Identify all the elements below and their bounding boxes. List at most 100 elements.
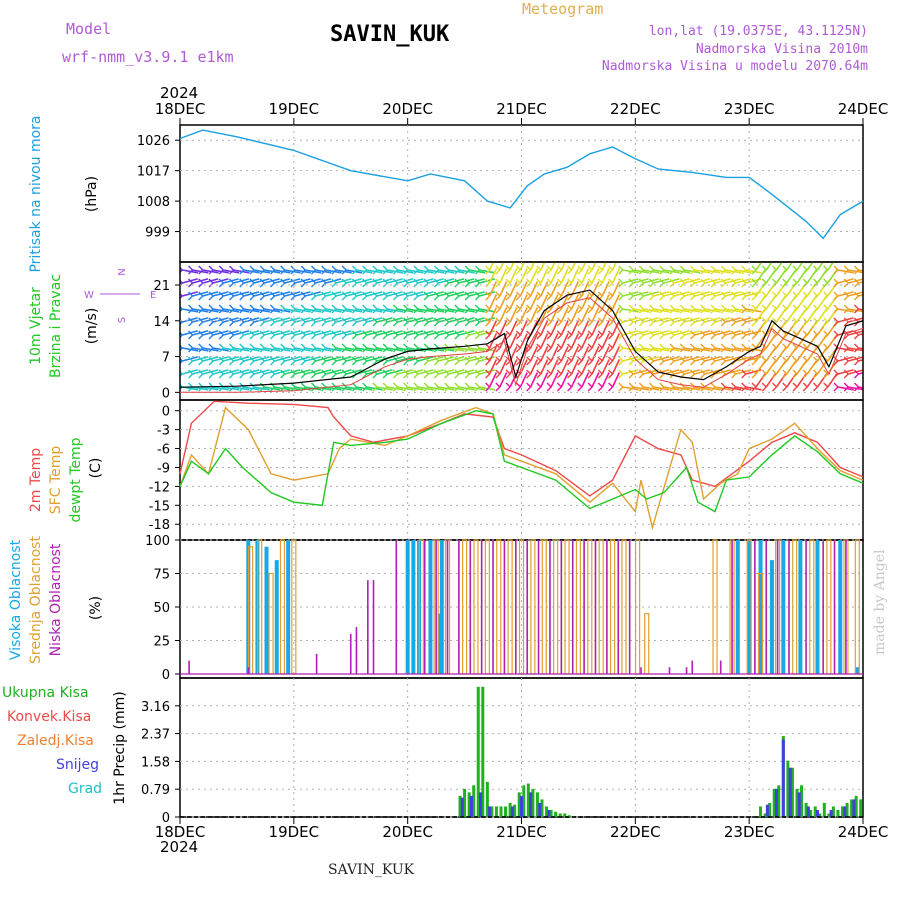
wind-barb <box>529 333 539 349</box>
cloud-bar-low <box>731 540 733 674</box>
wind-barb <box>372 330 378 336</box>
wind-barb <box>659 356 665 362</box>
wind-barb <box>649 321 655 327</box>
wind-barb <box>300 304 306 310</box>
wind-barb <box>638 291 644 297</box>
wind-barb <box>372 373 378 379</box>
wind-barb <box>546 321 552 327</box>
wind-barb <box>351 304 357 310</box>
wind-barb <box>372 334 378 340</box>
wind-barb <box>628 295 634 301</box>
wind-barb <box>741 343 747 349</box>
wind-barb <box>515 269 521 275</box>
wind-barb <box>597 356 603 362</box>
cloud-bar-mid <box>530 539 536 675</box>
wind-barb <box>269 278 275 284</box>
wind-barb <box>700 295 706 301</box>
wind-barb <box>454 330 460 336</box>
wind-barb <box>198 373 204 379</box>
wind-barb <box>577 308 583 314</box>
cloud-bar-low <box>549 540 551 674</box>
wind-barb <box>540 372 549 388</box>
wind-barb <box>570 372 580 388</box>
wind-barb <box>536 356 542 362</box>
wind-barb <box>362 265 368 271</box>
wind-barb <box>761 373 767 379</box>
wind-barb <box>362 282 368 288</box>
wind-barb <box>474 317 480 323</box>
wind-barb <box>802 265 808 271</box>
cloud-bar-mid <box>792 539 798 675</box>
wind-barb <box>720 308 726 314</box>
wind-barb <box>771 334 777 340</box>
cloud-bar-low <box>805 540 807 674</box>
wind-barb <box>229 278 234 284</box>
wind-barb <box>519 372 528 388</box>
wind-barb <box>546 360 552 366</box>
wind-barb <box>382 321 388 327</box>
wind-barb <box>690 265 696 271</box>
wind-barb <box>751 360 757 366</box>
wind-barb <box>720 321 726 327</box>
wind-barb <box>618 382 624 388</box>
wind-barb <box>761 360 767 366</box>
wind-barb <box>495 291 501 297</box>
wind-barb <box>444 382 450 388</box>
wind-barb <box>341 369 347 375</box>
wind-barb <box>782 386 788 392</box>
wind-barb <box>485 386 491 392</box>
wind-barb <box>765 262 773 271</box>
precip-bar-snow <box>479 792 483 817</box>
wind-barb <box>474 360 480 366</box>
wind-barb <box>495 265 501 271</box>
wind-barb <box>505 295 511 301</box>
wind-barb <box>300 356 306 362</box>
wind-barb <box>567 386 573 392</box>
wind-barb <box>720 295 726 301</box>
wind-barb <box>611 268 621 284</box>
wind-barb <box>188 369 194 375</box>
wind-barb <box>581 359 590 375</box>
wind-barb <box>587 278 593 284</box>
precip-bar-total <box>777 785 781 817</box>
wind-barb <box>853 373 859 379</box>
cloud-bar-low <box>355 627 358 674</box>
wind-barb <box>649 269 655 275</box>
wind-barb <box>812 269 818 275</box>
wind-barb <box>802 382 808 388</box>
wind-barb <box>249 265 255 271</box>
wind-barb <box>591 372 600 388</box>
wind-barb <box>601 346 610 362</box>
wind-barb <box>720 343 726 349</box>
wind-barb <box>556 334 562 340</box>
wind-barb <box>608 343 614 349</box>
wind-barb <box>581 281 590 297</box>
wind-barb <box>853 304 859 310</box>
wind-barb <box>341 330 347 336</box>
cloud-bar-low <box>719 660 722 674</box>
wind-barb <box>771 373 777 379</box>
wind-barb <box>771 356 777 362</box>
wind-barb <box>444 386 450 392</box>
wind-barb <box>372 265 378 271</box>
pressure-ytick-label: 1017 <box>137 165 170 180</box>
cloud-bar-low <box>765 540 768 674</box>
wind-barb <box>310 304 316 310</box>
wind-barb <box>474 321 480 327</box>
wind-barb <box>659 334 665 340</box>
wind-barb <box>188 386 194 392</box>
wind-barb <box>577 269 583 275</box>
wind-barb <box>669 382 675 388</box>
pressure-line <box>179 129 864 240</box>
wind-barb <box>577 343 583 349</box>
cloud-bar-low <box>515 540 517 674</box>
cloud-bar-high <box>437 613 442 674</box>
wind-barb <box>587 356 593 362</box>
cloud-bar-low <box>372 580 375 674</box>
wind-barb <box>341 321 347 327</box>
wind-barb <box>300 317 306 323</box>
precip-bar-total <box>795 788 799 817</box>
wind-barb <box>351 343 357 349</box>
wind-barb <box>601 307 610 323</box>
wind-barb <box>560 320 569 336</box>
